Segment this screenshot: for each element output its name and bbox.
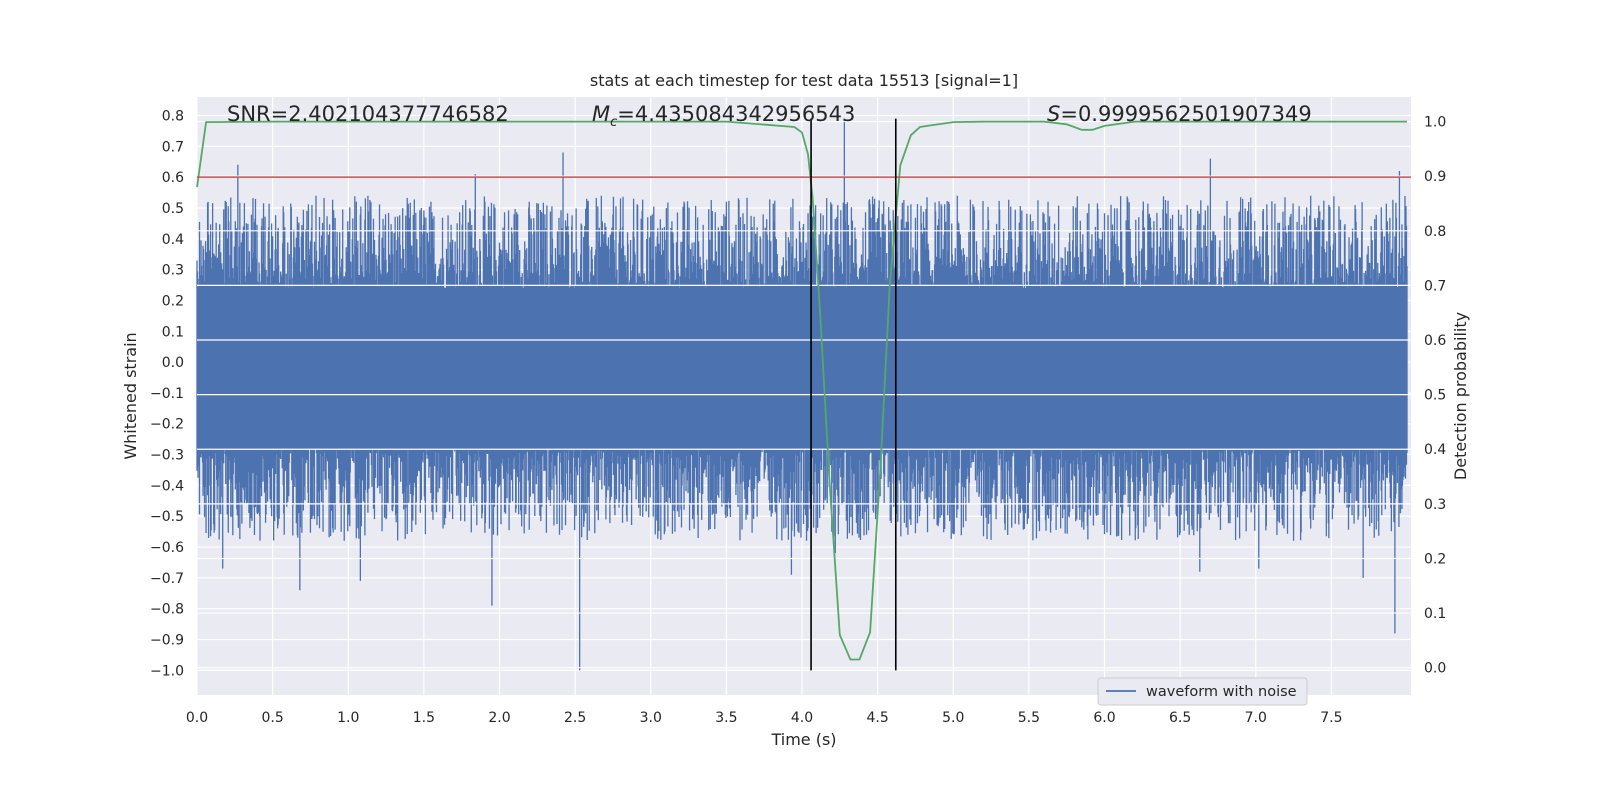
y-tick-label-left: −1.0 xyxy=(150,663,184,679)
tick-labels: 0.0 0.5 1.0 1.5 2.0 2.5 3.0 3.5 4.0 4.5 5.0 5.5 6.0 6… xyxy=(150,108,1446,726)
y-tick-label-left: 0.2 xyxy=(162,293,184,309)
y-tick-label-right: 0.0 xyxy=(1424,661,1446,677)
y-tick-label-left: −0.8 xyxy=(150,602,184,618)
snr-annotation: SNR=2.402104377746582 xyxy=(227,102,509,126)
legend-box xyxy=(1097,677,1308,706)
y-tick-label-left: −0.5 xyxy=(150,509,184,525)
y-tick-label-right: 0.6 xyxy=(1424,333,1446,349)
x-tick-label: 5.5 xyxy=(1018,710,1040,726)
x-tick-label: 7.0 xyxy=(1245,710,1267,726)
x-tick-label: 2.0 xyxy=(488,710,510,726)
legend[interactable]: waveform with noise xyxy=(1097,677,1308,706)
s-annotation: S=0.9999562501907349 xyxy=(1047,102,1312,126)
x-tick-label: 6.0 xyxy=(1093,710,1115,726)
y-tick-label-right: 0.7 xyxy=(1424,278,1446,294)
waveform-series xyxy=(196,118,1408,671)
chirp-mass-symbol: M xyxy=(592,102,610,126)
x-tick-label: 3.0 xyxy=(640,710,662,726)
y-tick-label-right: 0.1 xyxy=(1424,606,1446,622)
x-tick-label: 1.5 xyxy=(413,710,435,726)
y-tick-label-left: 0.8 xyxy=(162,108,184,124)
x-tick-label: 5.0 xyxy=(942,710,964,726)
y-tick-label-left: 0.0 xyxy=(162,355,184,371)
chirp-mass-value: =4.435084342956543 xyxy=(617,102,855,126)
x-tick-label: 4.0 xyxy=(791,710,813,726)
x-tick-label: 7.5 xyxy=(1320,710,1342,726)
waveform-core-band xyxy=(197,288,1407,449)
overlay-lines xyxy=(196,118,1411,671)
y-tick-label-left: 0.4 xyxy=(162,232,184,248)
x-tick-label: 4.5 xyxy=(866,710,888,726)
y-tick-label-left: −0.3 xyxy=(150,448,184,464)
y-axis-label-left: Whitened strain xyxy=(121,332,140,459)
y-tick-label-left: 0.6 xyxy=(162,170,184,186)
s-symbol: S xyxy=(1047,102,1060,126)
x-tick-label: 1.0 xyxy=(337,710,359,726)
y-tick-label-left: −0.6 xyxy=(150,540,184,556)
y-tick-label-left: 0.5 xyxy=(162,201,184,217)
chart-title: stats at each timestep for test data 155… xyxy=(590,71,1018,90)
y-tick-label-right: 1.0 xyxy=(1424,115,1446,131)
y-axis-label-right: Detection probability xyxy=(1451,312,1470,480)
y-tick-label-left: −0.9 xyxy=(150,633,184,649)
x-tick-label: 3.5 xyxy=(715,710,737,726)
y-tick-label-left: 0.1 xyxy=(162,324,184,340)
y-tick-label-left: 0.7 xyxy=(162,139,184,155)
y-tick-label-right: 0.4 xyxy=(1424,442,1446,458)
y-tick-label-right: 0.8 xyxy=(1424,224,1446,240)
x-tick-label: 2.5 xyxy=(564,710,586,726)
x-axis-label: Time (s) xyxy=(770,730,836,749)
y-tick-label-right: 0.5 xyxy=(1424,388,1446,404)
x-tick-label: 0.0 xyxy=(186,710,208,726)
s-value: =0.9999562501907349 xyxy=(1060,102,1311,126)
y-tick-label-left: −0.2 xyxy=(150,417,184,433)
y-tick-label-right: 0.3 xyxy=(1424,497,1446,513)
x-tick-label: 6.5 xyxy=(1169,710,1191,726)
y-tick-label-left: 0.3 xyxy=(162,263,184,279)
legend-label: waveform with noise xyxy=(1146,684,1297,700)
y-tick-label-right: 0.9 xyxy=(1424,169,1446,185)
y-tick-label-left: −0.1 xyxy=(150,386,184,402)
y-tick-label-left: −0.4 xyxy=(150,478,184,494)
y-tick-label-left: −0.7 xyxy=(150,571,184,587)
detection-probability-line xyxy=(196,120,1407,661)
chirp-mass-subscript: c xyxy=(610,115,617,130)
y-tick-label-right: 0.2 xyxy=(1424,551,1446,567)
chirp-mass-annotation: Mc=4.435084342956543 xyxy=(592,102,855,130)
x-tick-label: 0.5 xyxy=(261,710,283,726)
